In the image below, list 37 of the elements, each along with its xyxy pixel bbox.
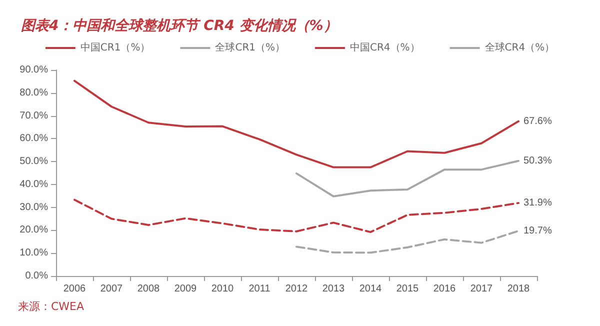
y-tick-label: 20.0% <box>20 224 48 236</box>
data-label: 19.7% <box>524 225 552 236</box>
data-label: 50.3% <box>524 155 552 166</box>
x-tick-label: 2013 <box>322 284 346 294</box>
x-tick-label: 2011 <box>248 284 271 294</box>
y-tick-label: 80.0% <box>20 87 48 98</box>
x-tick-label: 2018 <box>507 284 530 294</box>
chart-title: 图表4：中国和全球整机环节 CR4 变化情况（%） <box>21 17 338 34</box>
y-tick-label: 60.0% <box>20 133 48 144</box>
y-tick-label: 50.0% <box>20 156 48 168</box>
x-tick-label: 2017 <box>470 284 494 294</box>
x-tick-label: 2012 <box>285 284 308 294</box>
y-tick-label: 30.0% <box>20 202 48 213</box>
x-tick-label: 2010 <box>211 284 234 294</box>
y-tick-label: 10.0% <box>20 248 48 259</box>
source-note: 来源：CWEA <box>18 300 85 313</box>
line-series <box>74 80 520 168</box>
line-series <box>296 230 520 254</box>
x-tick-label: 2014 <box>359 284 382 294</box>
data-label: 67.6% <box>524 116 552 127</box>
y-tick-label: 40.0% <box>20 178 48 190</box>
x-tick-label: 2006 <box>63 284 86 294</box>
y-tick-label: 0.0% <box>25 270 48 282</box>
x-tick-label: 2009 <box>174 284 198 294</box>
line-series <box>74 198 520 234</box>
data-label: 31.9% <box>524 197 552 208</box>
legend-label: 全球CR1（%） <box>215 42 285 54</box>
legend-label: 中国CR4（%） <box>350 42 420 54</box>
legend-label: 中国CR1（%） <box>80 42 150 54</box>
x-tick-label: 2008 <box>137 284 160 294</box>
legend-label: 全球CR4（%） <box>484 42 555 54</box>
line-series <box>296 160 520 198</box>
x-tick-label: 2016 <box>433 284 456 294</box>
x-tick-label: 2015 <box>396 284 420 294</box>
y-tick-label: 90.0% <box>20 64 48 76</box>
y-tick-label: 70.0% <box>20 110 48 122</box>
x-tick-label: 2007 <box>100 284 124 294</box>
